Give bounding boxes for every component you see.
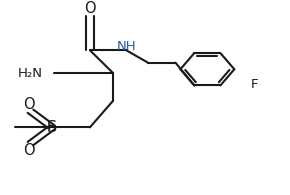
Text: O: O <box>23 97 35 112</box>
Text: NH: NH <box>117 40 137 53</box>
Text: H₂N: H₂N <box>18 66 43 80</box>
Text: O: O <box>84 1 96 16</box>
Text: S: S <box>47 120 57 135</box>
Text: F: F <box>251 78 258 91</box>
Text: O: O <box>23 143 35 158</box>
